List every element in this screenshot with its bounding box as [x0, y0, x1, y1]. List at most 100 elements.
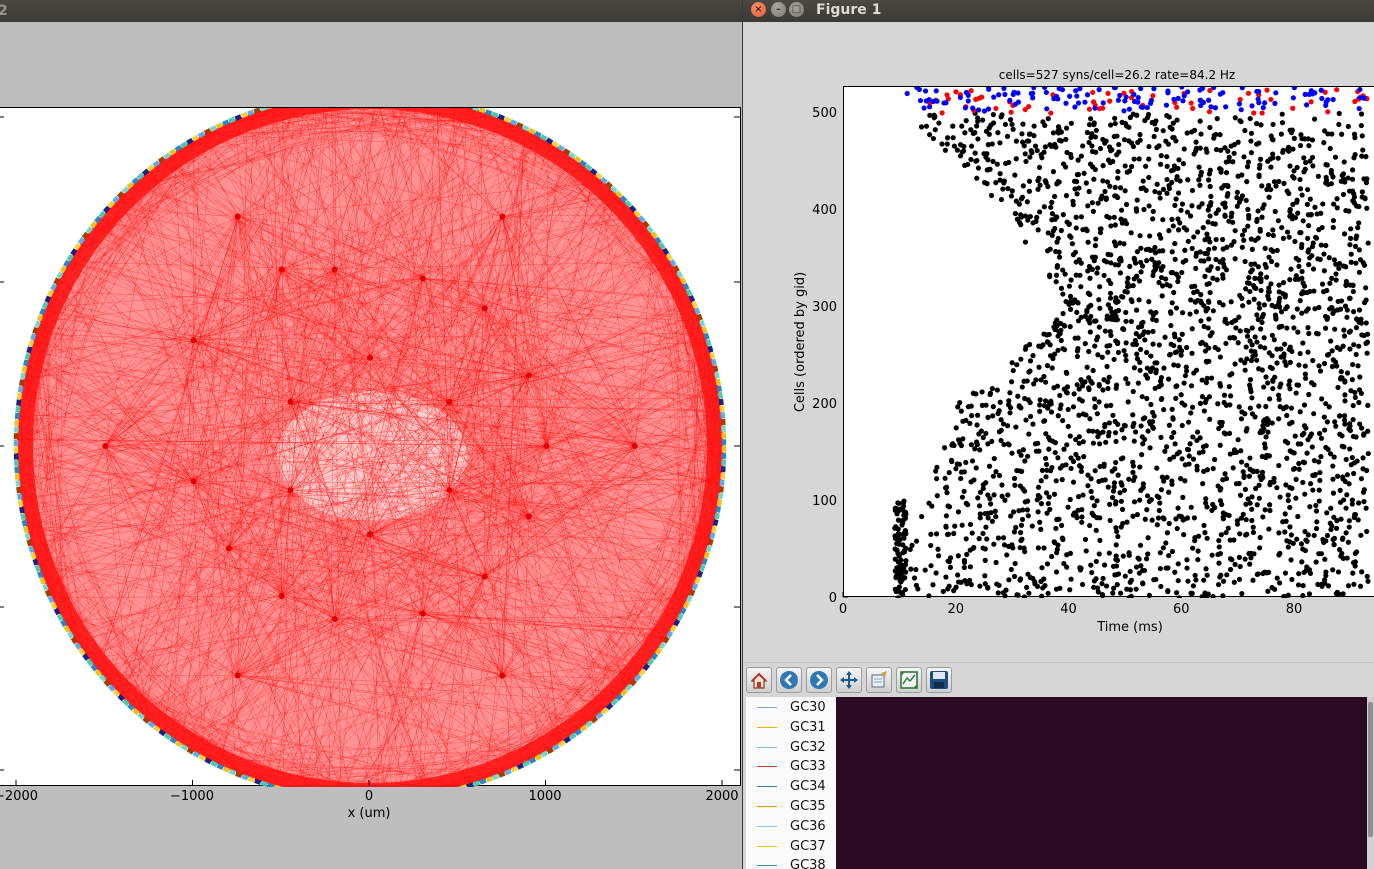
spike-dot: [1217, 132, 1223, 138]
network-plot-axes[interactable]: [0, 89, 741, 803]
spike-dot: [1319, 281, 1326, 287]
spike-dot: [1198, 172, 1204, 178]
spike-dot: [1250, 282, 1257, 289]
right-window-titlebar[interactable]: × – □ Figure 1: [743, 0, 1374, 22]
spike-dot: [1127, 263, 1133, 269]
spike-dot: [1203, 380, 1210, 386]
connection-line: [27, 358, 91, 662]
spike-dot: [1158, 161, 1164, 167]
left-window-title: 2: [0, 3, 8, 19]
spike-dot: [1344, 370, 1351, 376]
hub-line: [307, 98, 530, 517]
spike-dot: [1134, 112, 1140, 118]
spike-dot: [1137, 132, 1143, 138]
spike-dot: [1300, 459, 1307, 465]
cell-marker: [552, 743, 560, 751]
spike-dot: [1299, 291, 1305, 297]
spike-dot: [1203, 496, 1209, 502]
spike-dot: [1135, 139, 1141, 146]
spike-dot: [1298, 230, 1304, 236]
spike-dot: [1175, 363, 1181, 369]
cell-marker: [605, 702, 614, 711]
hub-line: [262, 109, 635, 447]
hub-line: [26, 527, 503, 676]
spike-dot: [1315, 173, 1321, 179]
spike-dot: [1341, 413, 1348, 419]
spike-dot: [1347, 242, 1353, 248]
spike-dot: [1075, 494, 1082, 500]
spike-dot: [1131, 98, 1138, 105]
spike-dot: [1164, 190, 1170, 196]
spike-dot: [1263, 454, 1269, 461]
spike-dot: [1063, 462, 1069, 468]
hub-line: [422, 278, 718, 382]
spike-dot: [1045, 230, 1051, 236]
hub-line: [150, 169, 291, 491]
spike-dot: [1147, 100, 1154, 106]
close-window-button[interactable]: ×: [751, 2, 766, 17]
cell-marker: [563, 736, 572, 744]
spike-dot: [942, 445, 948, 451]
spike-dot: [1100, 592, 1106, 599]
cell-marker: [595, 711, 604, 720]
spike-dot: [1239, 244, 1245, 250]
raster-plot-axes[interactable]: [843, 84, 1374, 601]
hub-line: [237, 94, 400, 217]
spike-dot: [1334, 589, 1340, 595]
spike-dot: [1063, 193, 1070, 199]
maximize-window-button[interactable]: □: [789, 2, 804, 17]
left-window-titlebar[interactable]: 2: [0, 0, 742, 22]
spike-dot: [1126, 124, 1132, 130]
spike-dot: [1115, 175, 1121, 181]
cell-marker: [709, 352, 716, 360]
hub-line: [290, 219, 641, 491]
spike-dot: [1295, 513, 1301, 520]
cell-marker: [662, 636, 670, 644]
hub-line: [184, 145, 424, 279]
spike-dot: [1348, 388, 1354, 394]
cell-marker: [16, 486, 22, 494]
spike-dot: [1013, 156, 1019, 162]
hub-line: [21, 391, 335, 620]
hub-line: [502, 214, 637, 217]
hub-line: [369, 193, 617, 535]
spike-dot: [1089, 143, 1095, 149]
spike-dot: [1204, 572, 1210, 578]
hub-line: [36, 269, 335, 563]
spike-dot: [1009, 542, 1015, 548]
spike-dot: [1208, 193, 1214, 200]
spike-dot: [1321, 539, 1327, 546]
spike-dot: [945, 135, 951, 141]
spike-dot: [1106, 374, 1112, 380]
spike-dot: [1290, 540, 1296, 546]
hub-line: [157, 216, 238, 729]
hub-line: [48, 299, 291, 403]
hub-node: [446, 487, 453, 494]
spike-dot: [1110, 590, 1116, 596]
spike-dot: [1311, 458, 1318, 464]
hub-line: [190, 269, 282, 751]
hub-line: [237, 112, 254, 676]
spike-dot: [1269, 332, 1275, 338]
spike-dot: [1328, 167, 1334, 174]
spike-dot: [974, 175, 980, 181]
spike-dot: [1157, 550, 1163, 556]
hub-line: [105, 445, 437, 793]
spike-dot: [1119, 119, 1125, 125]
spike-dot: [1352, 389, 1358, 396]
spike-dot: [1278, 309, 1285, 315]
hub-line: [369, 149, 562, 535]
spike-dot: [1199, 201, 1205, 207]
minimize-window-button[interactable]: –: [771, 2, 786, 17]
spike-dot: [1035, 492, 1041, 499]
hub-line: [484, 308, 718, 507]
spike-dot: [1358, 425, 1365, 431]
spike-dot: [1034, 497, 1040, 503]
hub-line: [281, 269, 713, 532]
cell-marker: [717, 492, 724, 500]
spike-dot: [1146, 174, 1152, 181]
spike-dot: [1175, 561, 1181, 567]
hub-line: [281, 134, 538, 270]
spike-dot: [1009, 188, 1015, 194]
cell-marker: [23, 359, 29, 367]
